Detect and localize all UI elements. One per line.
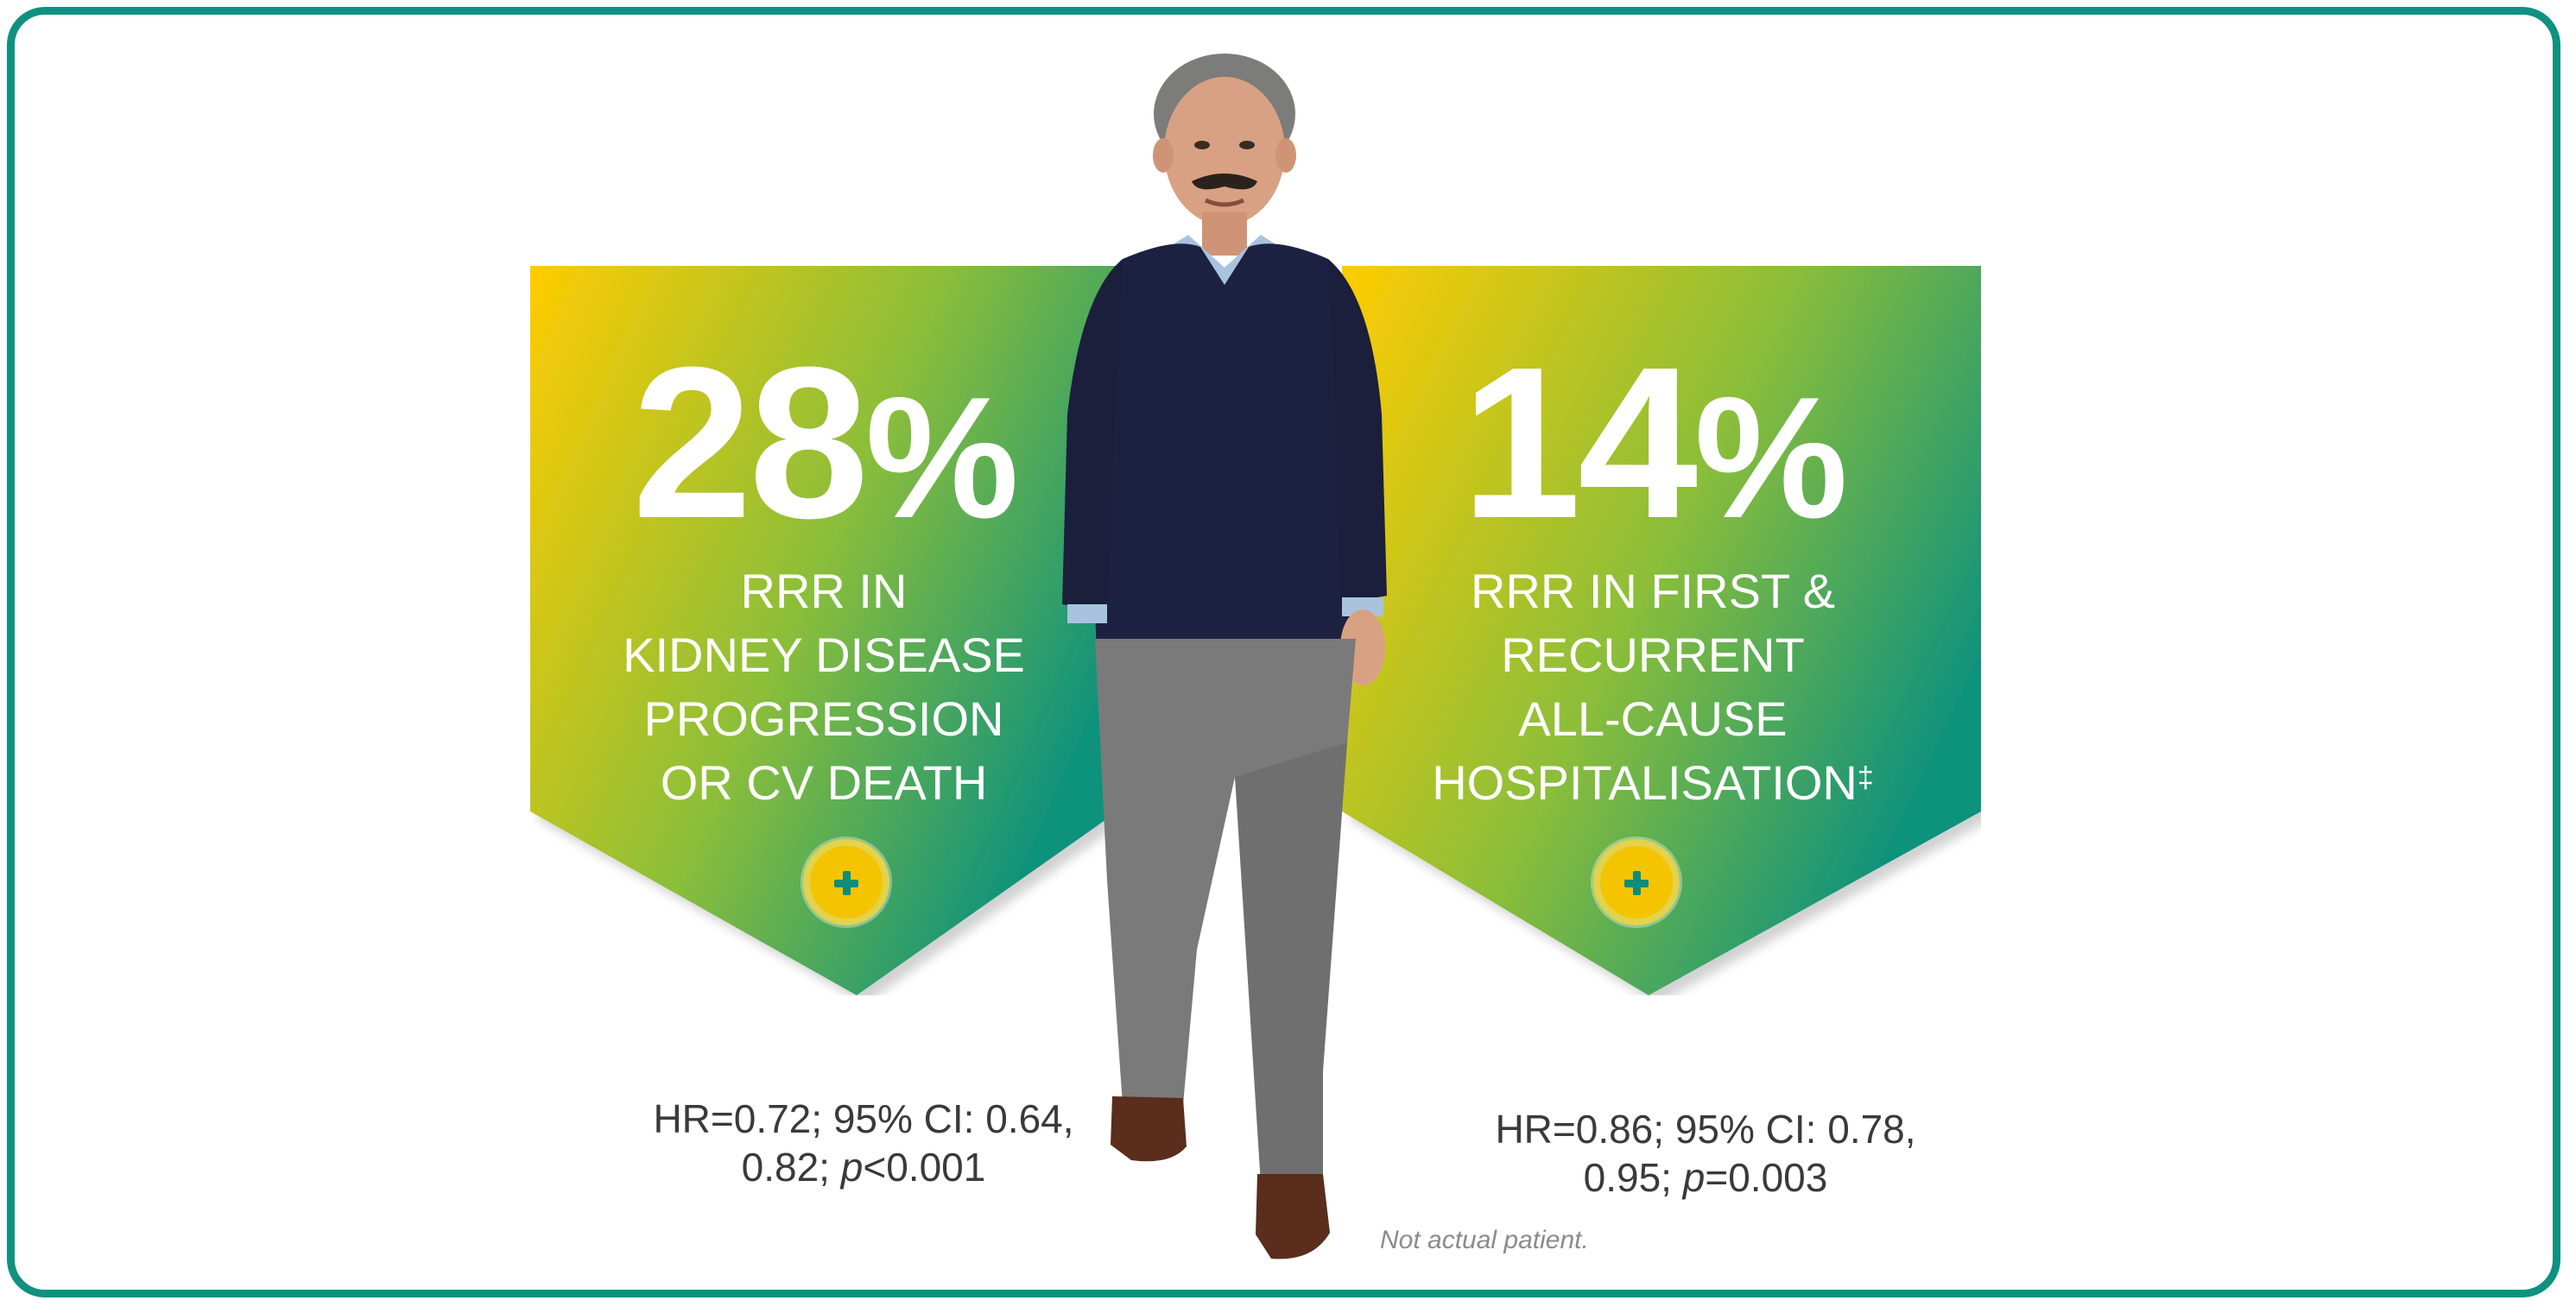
walking-man-image [1062,54,1387,1259]
percentage-value: 28% [632,322,1019,563]
expand-hospitalisation-plus-icon[interactable] [1593,839,1680,925]
stat-banner-hospitalisation: 14% RRR IN FIRST & RECURRENT ALL-CAUSE H… [1342,266,2576,995]
hazard-ratio-hospitalisation: HR=0.86; 95% CI: 0.78, 0.95; p=0.003 [1495,1107,1916,1200]
banner-shape-left [530,266,1117,995]
percentage-value: 14% [1461,322,1848,563]
stat-banner-kidney: 28% RRR IN KIDNEY DISEASE PROGRESSION OR… [530,266,1981,995]
rrr-description: RRR IN KIDNEY DISEASE PROGRESSION OR CV … [623,564,1025,810]
banner-shape-right [1342,266,1981,995]
hazard-ratio-kidney: HR=0.72; 95% CI: 0.64, 0.82; p<0.001 [653,1096,1074,1190]
rrr-description: RRR IN FIRST & RECURRENT ALL-CAUSE HOSPI… [1432,564,1874,810]
not-actual-patient-disclaimer: Not actual patient. [1380,1226,1589,1254]
expand-kidney-plus-icon[interactable] [803,839,889,925]
